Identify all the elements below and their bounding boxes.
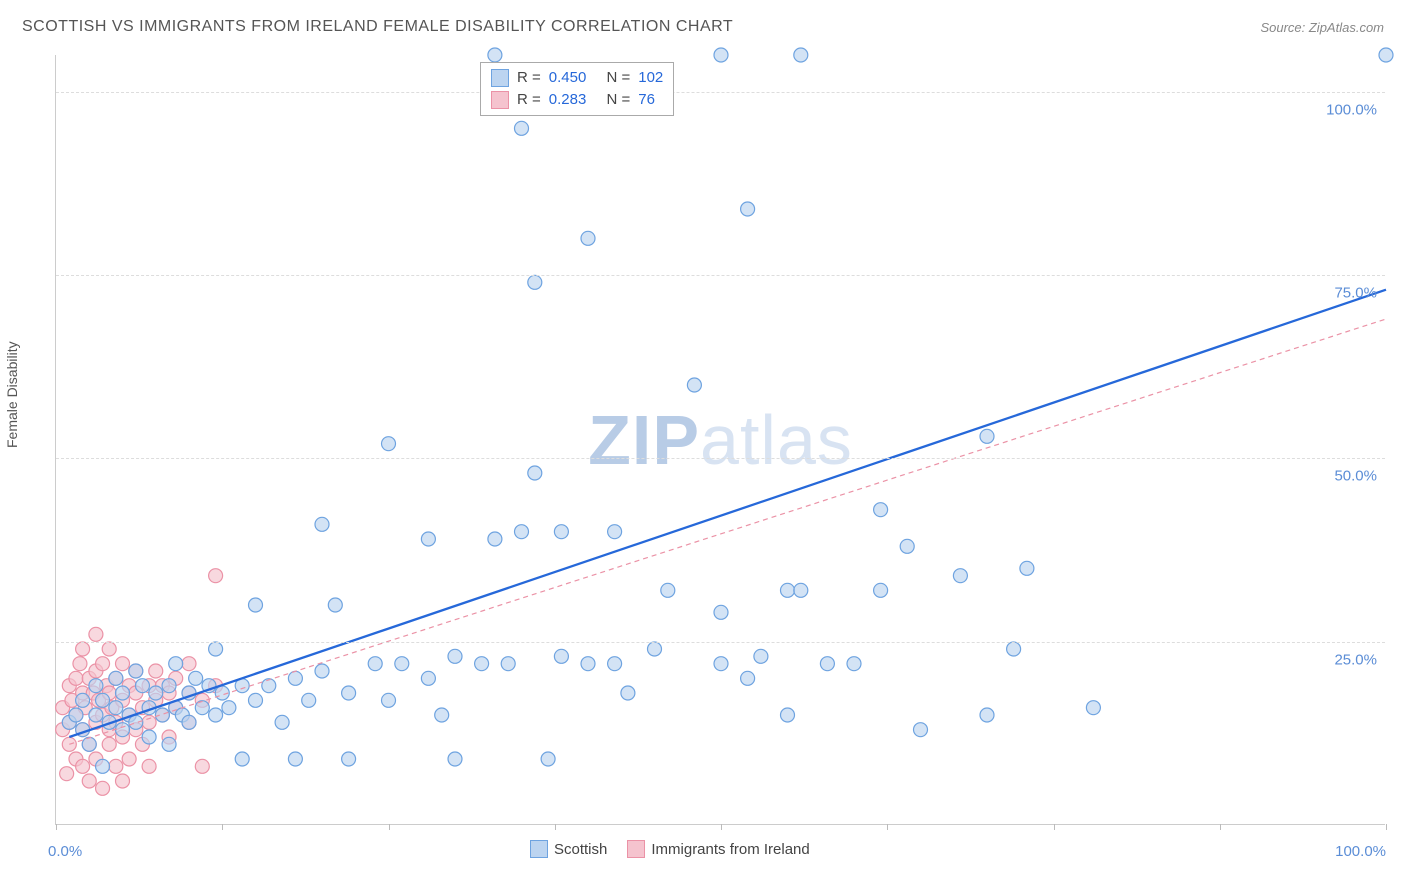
ytick-label: 25.0% xyxy=(1334,651,1377,668)
n-label: N = xyxy=(606,67,630,89)
n-label: N = xyxy=(606,89,630,111)
correlation-legend: R = 0.450 N = 102 R = 0.283 N = 76 xyxy=(480,62,674,116)
r-label: R = xyxy=(517,67,541,89)
x-max-label: 100.0% xyxy=(1335,843,1386,860)
y-axis-label: Female Disability xyxy=(4,341,20,448)
legend-row-irish: R = 0.283 N = 76 xyxy=(491,89,663,111)
ytick-label: 50.0% xyxy=(1334,468,1377,485)
legend-label-irish: Immigrants from Ireland xyxy=(651,841,809,858)
n-value-scottish: 102 xyxy=(638,67,663,89)
series-legend: Scottish Immigrants from Ireland xyxy=(530,840,810,858)
r-value-irish: 0.283 xyxy=(549,89,587,111)
legend-item-irish: Immigrants from Ireland xyxy=(627,840,809,858)
scatter-plot xyxy=(56,55,1385,824)
swatch-scottish-bottom xyxy=(530,840,548,858)
source-label: Source: ZipAtlas.com xyxy=(1260,20,1384,35)
ytick-label: 100.0% xyxy=(1326,101,1377,118)
swatch-irish xyxy=(491,91,509,109)
legend-item-scottish: Scottish xyxy=(530,840,607,858)
chart-area: ZIPatlas 25.0%50.0%75.0%100.0% xyxy=(55,55,1385,825)
legend-label-scottish: Scottish xyxy=(554,841,607,858)
n-value-irish: 76 xyxy=(638,89,655,111)
legend-row-scottish: R = 0.450 N = 102 xyxy=(491,67,663,89)
swatch-scottish xyxy=(491,69,509,87)
ytick-label: 75.0% xyxy=(1334,285,1377,302)
swatch-irish-bottom xyxy=(627,840,645,858)
chart-title: SCOTTISH VS IMMIGRANTS FROM IRELAND FEMA… xyxy=(22,18,733,36)
r-label: R = xyxy=(517,89,541,111)
r-value-scottish: 0.450 xyxy=(549,67,587,89)
x-origin-label: 0.0% xyxy=(48,843,82,860)
